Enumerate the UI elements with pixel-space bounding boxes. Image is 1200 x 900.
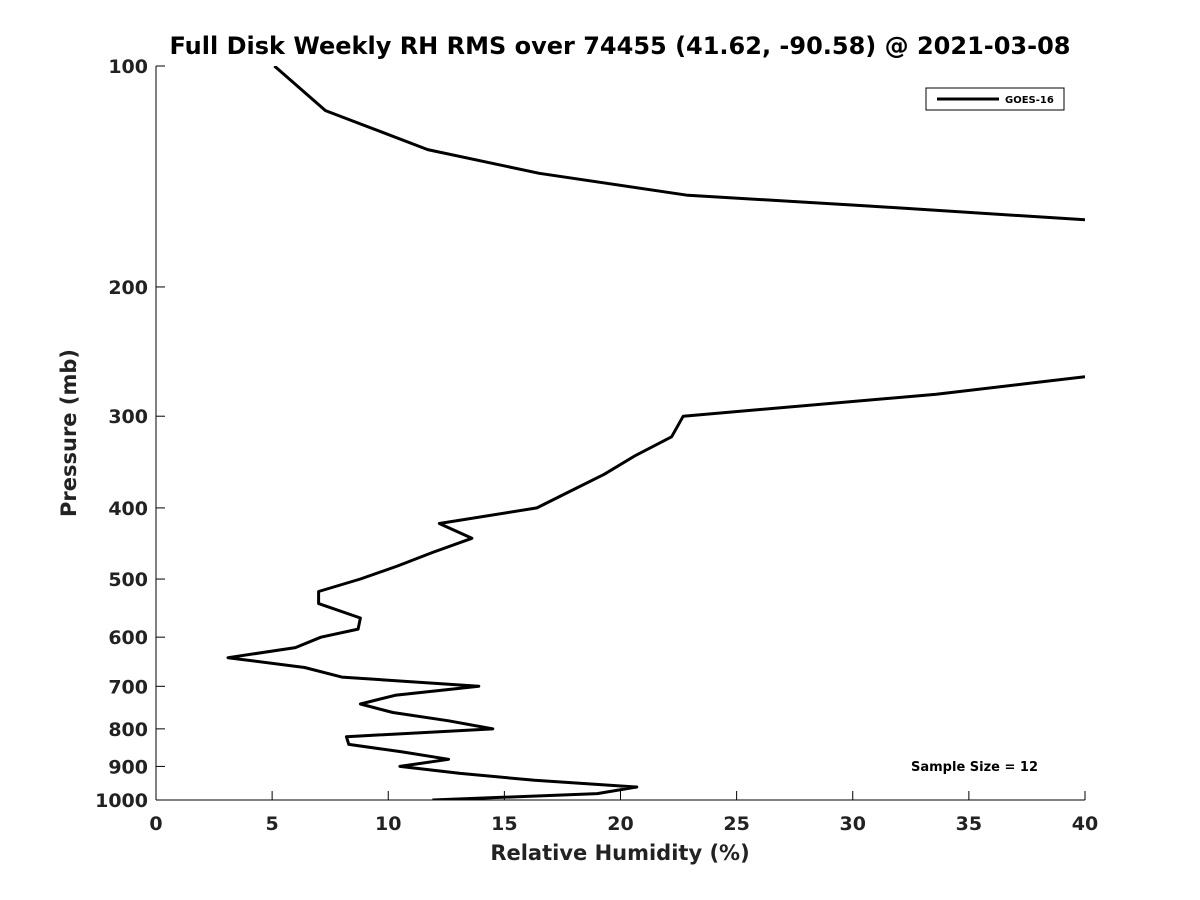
x-tick-label: 30 (840, 813, 866, 835)
y-axis-label: Pressure (mb) (57, 349, 81, 517)
x-tick-label: 40 (1072, 813, 1098, 835)
y-tick-label: 700 (108, 676, 148, 698)
chart-title: Full Disk Weekly RH RMS over 74455 (41.6… (169, 32, 1070, 60)
y-tick-label: 900 (108, 756, 148, 778)
axes (155, 65, 1086, 801)
x-axis-label: Relative Humidity (%) (490, 841, 749, 865)
y-tick-label: 600 (108, 627, 148, 649)
y-tick-label: 400 (108, 498, 148, 520)
x-tick-label: 0 (149, 813, 162, 835)
x-tick-label: 15 (491, 813, 517, 835)
series-line-goes-16 (226, 375, 1085, 800)
y-tick-label: 100 (108, 56, 148, 78)
x-tick-label: 5 (266, 813, 279, 835)
tick-labels: 0 5 10 15 20 25 30 35 40 100 200 300 400 500 600 700 800… (95, 56, 1098, 835)
x-tick-label: 25 (723, 813, 749, 835)
y-tick-label: 800 (108, 719, 148, 741)
x-tick-label: 35 (956, 813, 982, 835)
legend: GOES-16 (925, 87, 1065, 111)
x-tick-label: 20 (607, 813, 633, 835)
y-tick-label: 1000 (95, 790, 148, 812)
legend-label-goes-16: GOES-16 (1005, 95, 1054, 106)
x-tick-label: 10 (375, 813, 401, 835)
y-tick-label: 300 (108, 406, 148, 428)
y-tick-label: 500 (108, 569, 148, 591)
series-line-goes-16 (273, 66, 1085, 222)
plot-area (226, 66, 1085, 800)
y-tick-label: 200 (108, 277, 148, 299)
sample-size-annotation: Sample Size = 12 (911, 760, 1038, 775)
